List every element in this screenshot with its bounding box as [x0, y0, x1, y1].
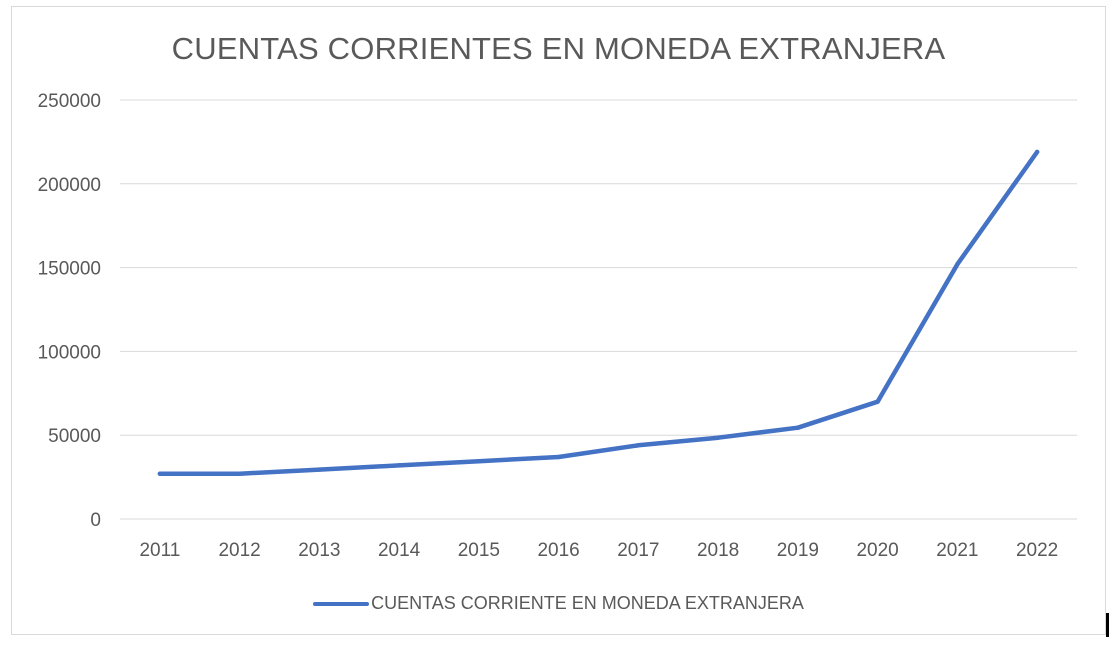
legend: CUENTAS CORRIENTE EN MONEDA EXTRANJERA — [12, 593, 1105, 614]
x-tick-label: 2017 — [617, 540, 659, 561]
y-tick-label: 200000 — [38, 175, 101, 196]
y-axis-tick-labels: 0 50000 100000 150000 200000 250000 — [38, 91, 101, 531]
legend-swatch — [313, 601, 370, 606]
data-point-2022 — [1034, 149, 1040, 155]
y-tick-label: 50000 — [48, 426, 101, 447]
data-point-2018 — [715, 435, 721, 440]
x-axis-tick-labels: 2011 2012 2013 2014 2015 2016 2017 2018 2019 2020… — [139, 540, 1058, 561]
x-tick-label: 2019 — [777, 540, 819, 561]
y-tick-label: 100000 — [38, 342, 101, 363]
x-tick-label: 2013 — [298, 540, 340, 561]
x-tick-label: 2011 — [139, 540, 180, 561]
y-tick-label: 150000 — [38, 259, 101, 280]
data-point-2019 — [795, 425, 801, 430]
data-point-2016 — [556, 454, 561, 460]
x-tick-label: 2018 — [697, 540, 739, 561]
data-point-2020 — [875, 399, 880, 404]
x-tick-label: 2014 — [378, 540, 421, 561]
data-point-2017 — [636, 443, 641, 448]
edge-marker — [1106, 613, 1109, 637]
data-point-2011 — [157, 471, 163, 476]
x-tick-label: 2022 — [1016, 540, 1058, 561]
legend-label: CUENTAS CORRIENTE EN MONEDA EXTRANJERA — [371, 593, 804, 613]
data-point-2015 — [476, 458, 482, 464]
x-tick-label: 2015 — [458, 540, 500, 561]
x-tick-label: 2021 — [936, 540, 978, 561]
x-tick-label: 2012 — [218, 540, 260, 561]
y-tick-label: 0 — [90, 510, 101, 531]
y-tick-label: 250000 — [38, 91, 101, 112]
x-tick-label: 2016 — [537, 540, 579, 561]
chart-title: CUENTAS CORRIENTES EN MONEDA EXTRANJERA — [171, 31, 946, 66]
data-point-2014 — [396, 463, 402, 468]
series-line — [157, 149, 1040, 476]
chart-area: CUENTAS CORRIENTES EN MONEDA EXTRANJERA … — [11, 6, 1106, 635]
series-layer — [157, 149, 1040, 476]
x-tick-label: 2020 — [856, 540, 898, 561]
data-point-2013 — [317, 467, 322, 472]
gridlines — [120, 99, 1077, 520]
data-point-2012 — [237, 471, 242, 476]
data-point-2021 — [955, 262, 960, 267]
